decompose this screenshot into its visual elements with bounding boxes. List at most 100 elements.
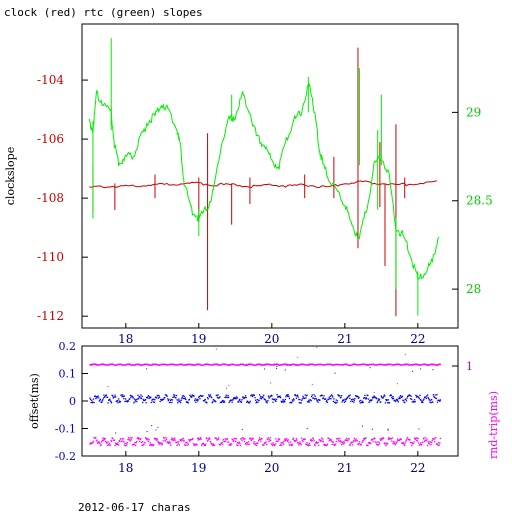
scatter-point	[415, 439, 418, 441]
scatter-point	[315, 442, 317, 444]
scatter-point	[358, 442, 360, 445]
scatter-point	[340, 395, 343, 397]
scatter-point	[287, 394, 289, 396]
scatter-point	[391, 396, 393, 398]
scatter-point	[362, 440, 364, 442]
scatter-point	[297, 394, 299, 396]
scatter-point	[380, 401, 382, 403]
top-x-tick-label: 19	[191, 332, 206, 346]
scatter-point	[157, 397, 160, 399]
scatter-point	[438, 364, 440, 366]
scatter-point	[309, 444, 311, 446]
scatter-point	[402, 442, 405, 445]
scatter-point	[263, 394, 265, 396]
outlier-point	[276, 365, 278, 367]
scatter-point	[281, 444, 283, 446]
scatter-point	[347, 440, 349, 442]
scatter-point	[424, 440, 426, 442]
scatter-point	[205, 443, 207, 445]
scatter-point	[328, 396, 330, 398]
scatter-point	[295, 395, 297, 397]
scatter-point	[184, 397, 186, 399]
scatter-point	[89, 398, 92, 401]
scatter-point	[268, 397, 271, 399]
scatter-point	[187, 443, 189, 446]
outlier-point	[419, 368, 421, 370]
scatter-point	[209, 394, 212, 396]
scatter-point	[325, 398, 327, 400]
series-line-left	[89, 180, 438, 189]
bottom-x-tick-label: 18	[118, 461, 133, 475]
scatter-point	[228, 401, 230, 404]
scatter-point	[416, 437, 418, 439]
scatter-point	[91, 399, 93, 402]
bottom-y-tick-label: 0	[69, 395, 76, 408]
scatter-point	[247, 443, 249, 445]
scatter-point	[230, 399, 233, 401]
scatter-point	[130, 396, 132, 398]
scatter-point	[233, 440, 235, 442]
scatter-point	[148, 397, 150, 400]
scatter-point	[308, 399, 310, 402]
scatter-point	[121, 396, 123, 398]
scatter-point	[198, 437, 200, 439]
scatter-point	[352, 400, 354, 403]
scatter-point	[204, 398, 206, 401]
scatter-point	[240, 400, 242, 402]
scatter-point	[277, 438, 279, 440]
scatter-point	[393, 443, 395, 445]
scatter-point	[297, 442, 299, 444]
scatter-point	[137, 438, 140, 440]
scatter-point	[377, 444, 379, 446]
scatter-point	[186, 364, 188, 366]
scatter-point	[286, 439, 288, 441]
scatter-point	[412, 364, 414, 366]
scatter-point	[266, 402, 268, 404]
scatter-point	[357, 443, 360, 446]
scatter-point	[117, 442, 119, 444]
scatter-point	[260, 398, 262, 400]
scatter-point	[292, 400, 294, 402]
scatter-point	[335, 440, 337, 442]
bottom-y-tick-label: -0.2	[55, 450, 76, 463]
scatter-point	[212, 443, 214, 445]
scatter-point	[357, 397, 360, 399]
scatter-point	[367, 444, 369, 447]
scatter-point	[414, 437, 416, 439]
scatter-point	[349, 397, 351, 399]
scatter-point	[160, 442, 162, 444]
scatter-point	[249, 437, 251, 439]
scatter-point	[343, 441, 345, 443]
scatter-point	[128, 439, 130, 441]
scatter-point	[147, 396, 149, 398]
scatter-point	[329, 395, 332, 397]
scatter-point	[125, 445, 127, 447]
scatter-point	[102, 399, 104, 401]
scatter-point	[247, 441, 250, 443]
scatter-point	[127, 438, 129, 441]
scatter-point	[335, 402, 337, 404]
scatter-point	[235, 438, 237, 440]
scatter-point	[419, 398, 422, 401]
scatter-point	[89, 443, 91, 445]
scatter-point	[400, 438, 402, 440]
bottom-y2-tick-label: 1	[466, 360, 473, 373]
scatter-point	[364, 398, 367, 400]
scatter-point	[245, 396, 247, 399]
bottom-axes-group: 18 19 20 21 22 0.2 0.1 0 -0.1 -0.2 1	[55, 340, 473, 475]
scatter-point	[151, 364, 153, 366]
scatter-point	[272, 442, 274, 444]
scatter-point	[340, 441, 342, 443]
scatter-point	[403, 444, 405, 446]
scatter-point	[129, 363, 131, 365]
scatter-point	[122, 394, 124, 396]
scatter-point	[167, 441, 169, 443]
scatter-point	[106, 396, 109, 398]
scatter-point	[352, 398, 354, 400]
scatter-point	[298, 398, 300, 401]
scatter-point	[102, 439, 105, 441]
scatter-point	[203, 400, 205, 402]
bottom-panel: 18 19 20 21 22 0.2 0.1 0 -0.1 -0.2 1 offset(ms) rn…	[28, 340, 500, 475]
scatter-point	[311, 394, 313, 396]
scatter-point	[372, 396, 374, 398]
